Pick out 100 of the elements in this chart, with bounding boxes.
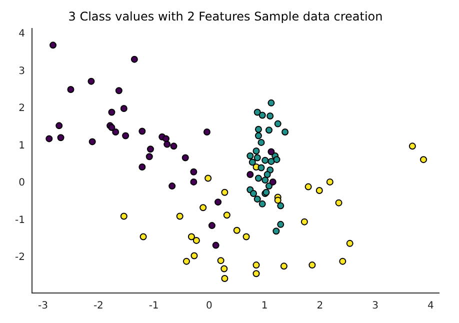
point <box>217 257 224 264</box>
x-tick-label: -2 <box>93 300 104 312</box>
point <box>200 204 207 212</box>
point <box>50 42 57 49</box>
x-tick-label: 3 <box>372 300 379 312</box>
point <box>188 233 195 240</box>
point <box>272 228 280 235</box>
point <box>176 212 184 220</box>
point <box>254 108 261 116</box>
point <box>221 274 228 282</box>
point <box>182 258 190 265</box>
point <box>56 122 63 130</box>
x-tick-label: -1 <box>148 300 159 312</box>
point <box>182 154 189 162</box>
point <box>57 134 64 142</box>
point <box>67 86 74 94</box>
x-tick-label: -3 <box>38 300 48 312</box>
point <box>246 170 254 178</box>
point <box>46 135 53 142</box>
point <box>304 183 312 190</box>
point <box>308 262 316 269</box>
point <box>250 190 257 197</box>
point <box>146 146 154 153</box>
point <box>220 265 228 272</box>
point <box>277 220 284 228</box>
point <box>274 120 282 128</box>
point <box>265 182 272 190</box>
point <box>120 212 128 220</box>
point <box>221 188 228 196</box>
point <box>88 78 95 85</box>
point <box>266 112 274 120</box>
point <box>138 164 146 171</box>
point <box>252 262 260 269</box>
point <box>254 154 261 162</box>
point <box>268 148 275 156</box>
y-tick-label: 2 <box>18 103 25 114</box>
point <box>138 128 146 135</box>
point <box>88 138 96 146</box>
point <box>246 152 254 160</box>
point <box>335 199 342 206</box>
point <box>112 128 120 136</box>
point <box>254 126 262 133</box>
point <box>203 128 210 136</box>
point <box>252 270 260 278</box>
point <box>190 252 198 260</box>
point <box>248 158 256 166</box>
point <box>122 132 130 140</box>
point <box>170 142 178 150</box>
x-tick-label: 2 <box>316 300 324 312</box>
point <box>408 142 416 150</box>
point <box>146 153 153 160</box>
point <box>190 178 198 186</box>
point <box>168 182 176 190</box>
y-tick-label: 0 <box>18 178 25 189</box>
point <box>420 156 427 164</box>
y-tick-label: -1 <box>14 214 25 226</box>
y-tick-label: 3 <box>18 66 25 77</box>
point <box>120 105 128 112</box>
point <box>268 99 275 106</box>
point <box>254 132 262 140</box>
y-tick-label: 4 <box>18 28 25 40</box>
point <box>252 148 260 155</box>
point <box>282 128 289 136</box>
point <box>258 164 265 172</box>
point <box>258 138 265 146</box>
point <box>130 56 138 63</box>
point <box>300 218 308 226</box>
point <box>223 212 230 219</box>
point <box>208 222 216 230</box>
point <box>269 178 276 186</box>
point <box>258 112 266 119</box>
point <box>254 196 261 203</box>
point <box>264 170 271 178</box>
point <box>262 156 269 164</box>
point <box>162 135 170 142</box>
point <box>277 202 284 210</box>
point <box>280 262 288 270</box>
y-tick-label: -2 <box>14 252 25 264</box>
point <box>242 233 250 240</box>
point <box>192 236 200 244</box>
point <box>273 156 280 164</box>
x-tick-label: 0 <box>206 300 212 312</box>
point <box>108 108 116 116</box>
point <box>212 242 220 249</box>
point <box>258 200 266 208</box>
point <box>115 87 122 94</box>
point <box>339 258 346 265</box>
point <box>262 176 269 184</box>
point <box>164 140 171 148</box>
point <box>346 240 354 247</box>
x-tick-label: 4 <box>428 300 434 312</box>
point <box>204 174 212 182</box>
point <box>254 174 262 182</box>
point <box>274 196 282 204</box>
chart-title: 3 Class values with 2 Features Sample data creation <box>68 9 383 24</box>
point <box>265 126 272 134</box>
point <box>233 226 240 234</box>
point <box>140 233 147 240</box>
point <box>190 168 198 176</box>
point <box>316 187 323 194</box>
